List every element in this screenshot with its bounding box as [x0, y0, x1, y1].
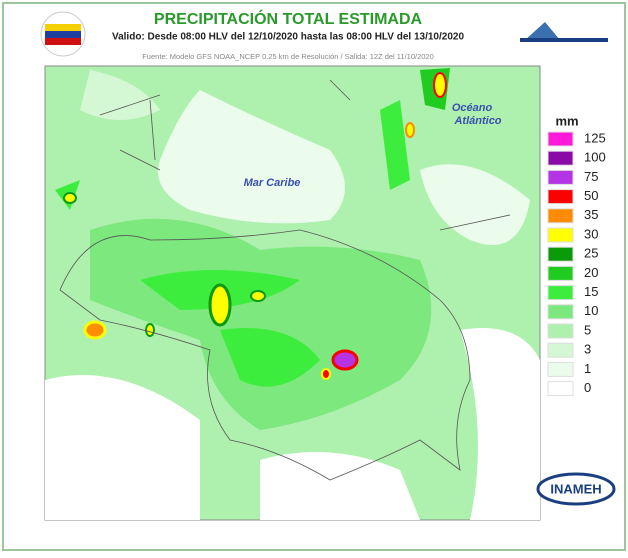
legend-value: 10: [584, 303, 598, 318]
right-logo: [520, 22, 608, 42]
legend-swatch: [547, 150, 574, 166]
sea-label: Mar Caribe: [244, 177, 301, 189]
legend-value: 15: [584, 284, 598, 299]
legend-swatch: [547, 285, 574, 301]
source: Fuente: Modelo GFS NOAA_NCEP 0.25 km de …: [142, 52, 434, 61]
legend-swatch: [547, 304, 574, 320]
legend-swatch: [547, 131, 574, 147]
legend-unit: mm: [555, 113, 578, 128]
subtitle: Valido: Desde 08:00 HLV del 12/10/2020 h…: [112, 32, 464, 43]
legend-swatch: [547, 323, 574, 339]
legend-swatch: [547, 208, 574, 224]
title: PRECIPITACIÓN TOTAL ESTIMADA: [154, 9, 423, 28]
legend-swatch: [547, 246, 574, 262]
legend-value: 3: [584, 342, 591, 357]
legend-value: 125: [584, 130, 606, 145]
inameh-logo: INAMEH: [536, 472, 616, 506]
legend-swatch: [547, 169, 574, 185]
legend-value: 20: [584, 265, 598, 280]
legend-value: 1: [584, 361, 591, 376]
legend-value: 30: [584, 226, 598, 241]
legend-value: 50: [584, 188, 598, 203]
legend-value: 35: [584, 207, 598, 222]
flag-logo: [40, 11, 86, 57]
legend-value: 75: [584, 169, 598, 184]
legend-swatch: [547, 265, 574, 281]
legend-swatch: [547, 189, 574, 205]
legend-value: 100: [584, 150, 606, 165]
legend-swatch: [547, 361, 574, 377]
legend-value: 25: [584, 246, 598, 261]
map: Mar Caribe Océano Atlántico: [44, 65, 541, 521]
ocean-label: Océano: [452, 102, 493, 114]
legend-swatch: [547, 342, 574, 358]
legend-value: 0: [584, 380, 591, 395]
legend-value: 5: [584, 322, 591, 337]
logo-text: INAMEH: [550, 481, 601, 496]
legend-swatch: [547, 381, 574, 397]
legend-swatch: [547, 227, 574, 243]
ocean-label: Atlántico: [453, 115, 501, 127]
